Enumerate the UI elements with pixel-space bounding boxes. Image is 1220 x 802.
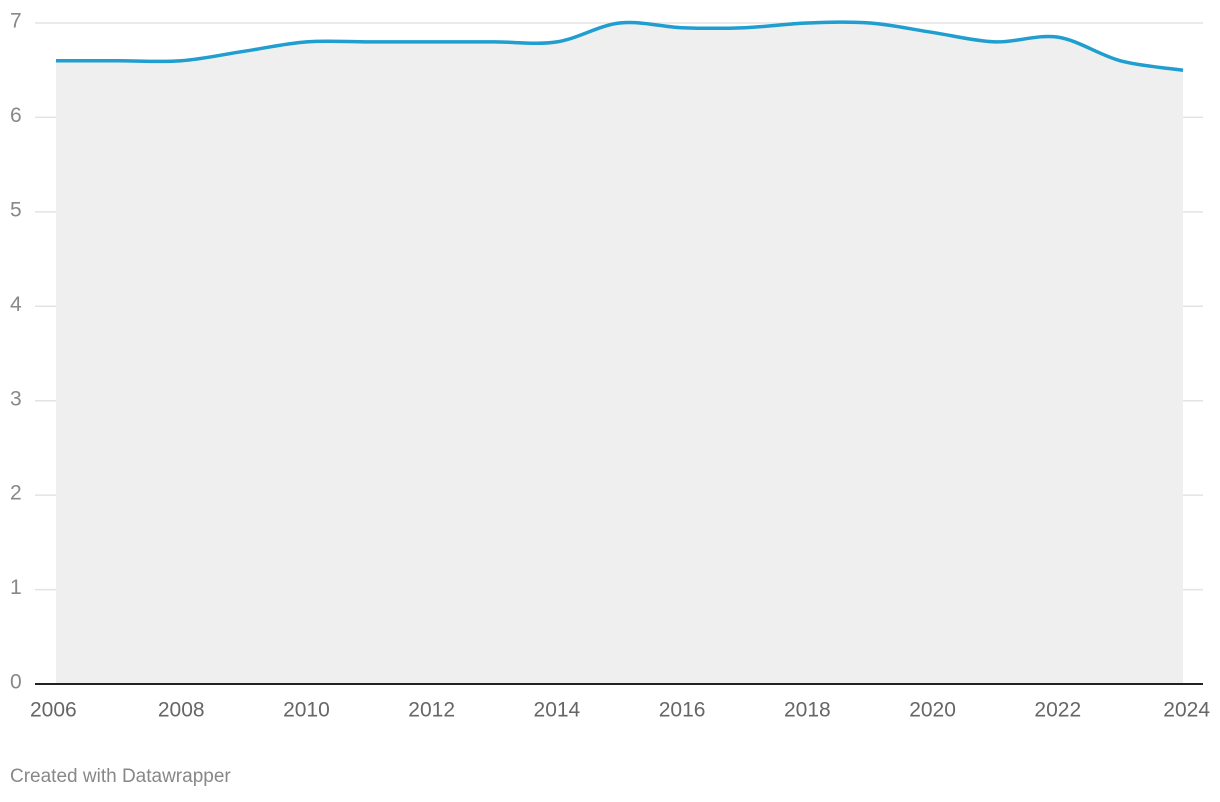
x-tick-label: 2010 bbox=[283, 699, 330, 722]
y-tick-label: 5 bbox=[10, 198, 22, 221]
credit: Created with Datawrapper bbox=[10, 766, 231, 787]
y-tick-label: 4 bbox=[10, 293, 22, 316]
x-tick-label: 2020 bbox=[909, 699, 956, 722]
x-tick-label: 2006 bbox=[30, 699, 77, 722]
y-tick-label: 1 bbox=[10, 576, 22, 599]
x-tick-label: 2014 bbox=[534, 699, 581, 722]
line bbox=[56, 20, 1184, 72]
x-tick-label: 2008 bbox=[158, 699, 205, 722]
x-tick-label: 2016 bbox=[659, 699, 706, 722]
y-tick-label: 6 bbox=[10, 104, 22, 127]
x-tick-label: 2018 bbox=[784, 699, 831, 722]
x-tick-label: 2024 bbox=[1163, 699, 1210, 722]
y-tick-label: 3 bbox=[10, 387, 22, 410]
x-tick-label: 2012 bbox=[408, 699, 455, 722]
area bbox=[56, 22, 1183, 684]
x-tick-label: 2022 bbox=[1034, 699, 1081, 722]
y-tick-label: 2 bbox=[10, 482, 22, 505]
y-tick-label: 7 bbox=[10, 10, 22, 33]
y-tick-label: 0 bbox=[10, 671, 22, 694]
